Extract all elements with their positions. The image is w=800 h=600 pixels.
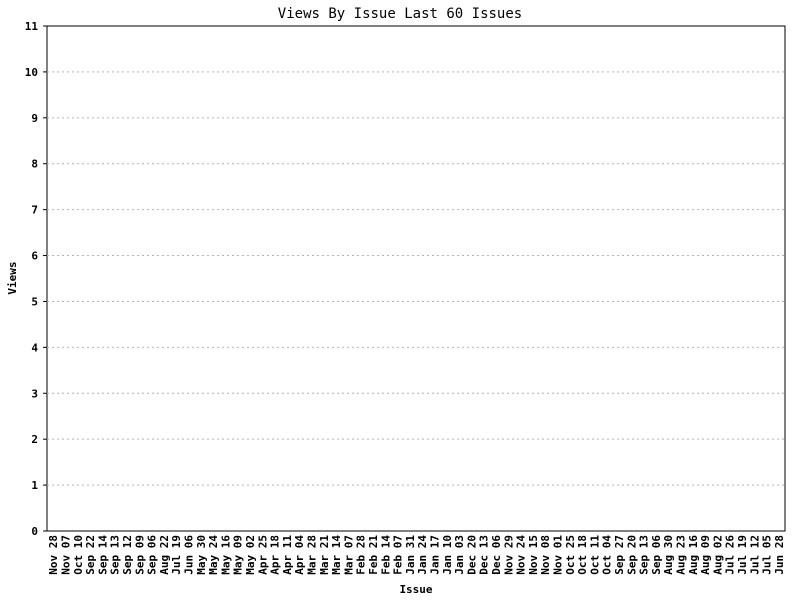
x-tick-label: Feb 21 [367,535,380,575]
x-tick-label: Jan 24 [416,535,429,575]
x-tick-label: Aug 02 [711,535,724,575]
gridlines [47,71,785,486]
x-tick-label: Feb 07 [392,535,405,575]
x-tick-label: Sep 22 [84,535,97,575]
y-tick-label: 1 [31,479,38,492]
y-tick-label: 0 [31,525,38,538]
x-tick-label: Mar 21 [318,535,331,575]
x-axis-ticks: Nov 28 Nov 07 Oct 10 Sep 22 Sep 14 Sep 13 Sep … [47,535,786,575]
x-tick-label: Nov 24 [515,535,528,575]
x-tick-label: May 09 [232,535,245,575]
x-tick-label: Oct 10 [72,535,85,575]
x-tick-label: Jan 17 [428,535,441,575]
x-tick-label: Dec 06 [490,535,503,575]
x-tick-label: Nov 01 [551,535,564,575]
x-tick-label: Feb 14 [379,535,392,575]
x-tick-label: May 16 [219,535,232,575]
y-tick-label: 9 [31,112,38,125]
y-axis-title: Views [6,261,19,294]
x-tick-label: Mar 14 [330,535,343,575]
y-tick-label: 2 [31,433,38,446]
x-tick-label: Aug 23 [674,535,687,575]
x-tick-label: Sep 20 [625,535,638,575]
x-tick-label: Sep 06 [650,535,663,575]
x-tick-label: Jan 03 [453,535,466,575]
x-tick-label: Nov 08 [539,535,552,575]
x-tick-label: May 02 [244,535,257,575]
x-tick-label: Oct 18 [576,535,589,575]
x-tick-label: Apr 11 [281,535,294,575]
x-tick-label: Aug 16 [687,535,700,575]
x-tick-label: Sep 12 [121,535,134,575]
chart-title: Views By Issue Last 60 Issues [278,6,522,22]
x-tick-label: Sep 13 [638,535,651,575]
x-tick-label: Apr 04 [293,535,306,575]
x-tick-label: Dec 20 [465,535,478,575]
x-tick-label: Jul 19 [170,535,183,575]
x-tick-label: Aug 09 [699,535,712,575]
x-tick-label: Jul 12 [748,535,761,575]
x-tick-label: Jun 28 [773,535,786,575]
x-tick-label: Aug 22 [158,535,171,575]
x-tick-label: May 24 [207,535,220,575]
y-tick-label: 10 [25,66,38,79]
x-tick-label: Sep 13 [109,535,122,575]
x-tick-label: Aug 30 [662,535,675,575]
x-tick-label: Nov 28 [47,535,60,575]
y-tick-label: 4 [31,341,38,354]
y-tick-label: 3 [31,387,38,400]
x-tick-label: Oct 11 [588,535,601,575]
x-tick-label: Dec 13 [478,535,491,575]
x-tick-label: Jan 31 [404,535,417,575]
x-tick-label: Sep 27 [613,535,626,575]
y-tick-label: 8 [31,158,38,171]
y-tick-label: 7 [31,204,38,217]
x-tick-label: Jul 19 [736,535,749,575]
y-axis-ticks: 0 1 2 3 4 5 6 7 8 9 10 11 [25,20,47,538]
x-tick-label: May 30 [195,535,208,575]
x-axis-title: Issue [399,583,432,596]
x-tick-label: Apr 18 [269,535,282,575]
x-tick-label: Mar 07 [342,535,355,575]
x-tick-label: Mar 28 [305,535,318,575]
plot-area [46,25,786,532]
y-tick-label: 5 [31,295,38,308]
x-tick-label: Nov 15 [527,535,540,575]
x-tick-label: Sep 14 [96,535,109,575]
x-tick-label: Oct 04 [601,535,614,575]
x-tick-label: Jun 06 [182,535,195,575]
x-tick-label: Sep 06 [146,535,159,575]
x-tick-label: Jul 26 [724,535,737,575]
x-tick-label: Oct 25 [564,535,577,575]
x-tick-label: Sep 09 [133,535,146,575]
x-tick-label: Nov 29 [502,535,515,575]
x-tick-label: Feb 28 [355,535,368,575]
y-tick-label: 11 [25,20,39,33]
x-tick-label: Jan 10 [441,535,454,575]
x-tick-label: Nov 07 [59,535,72,575]
x-tick-label: Jul 05 [761,535,774,575]
x-tick-label: Apr 25 [256,535,269,575]
y-tick-label: 6 [31,250,38,263]
